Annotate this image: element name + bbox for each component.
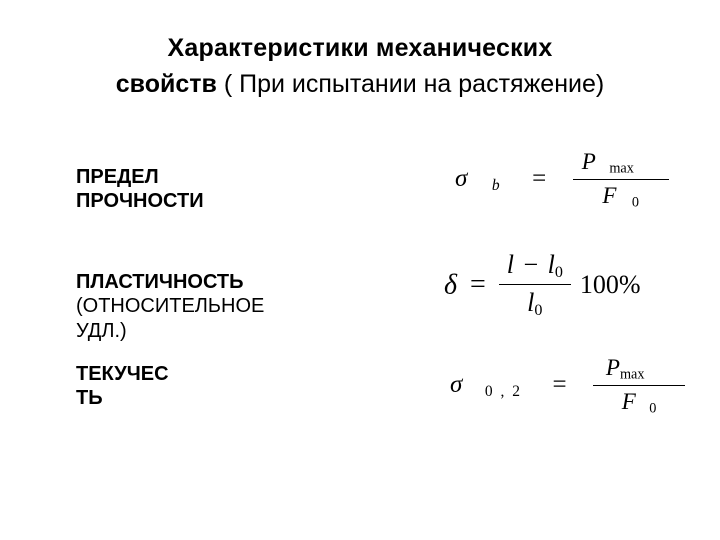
sigma-symbol: σ [455,165,469,192]
delta-symbol: δ [444,269,457,300]
label-plasticity: ПЛАСТИЧНОСТЬ (ОТНОСИТЕЛЬНОЕ УДЛ.) [76,270,264,343]
f-zero-subscript: 0 [632,194,639,210]
fraction-pmax-f0-2: Pmax F 0 [593,356,685,416]
label-yield-l2: ТЬ [76,387,103,409]
f-symbol: F [602,183,616,208]
l0-den-subscript: 0 [534,302,542,319]
slide: Характеристики механических свойств ( Пр… [0,0,720,540]
p-symbol-2: P [606,355,620,380]
l-symbol: l [507,250,514,279]
formula-plasticity: δ = l − l0 l0 100% [444,251,640,320]
label-plasticity-l1: ПЛАСТИЧНОСТЬ [76,271,243,293]
label-tensile-strength: ПРЕДЕЛ ПРОЧНОСТИ [76,165,204,214]
formula-yield-strength: σ 0 , 2 = Pmax F 0 [450,356,685,416]
equals-sign: = [532,165,548,192]
label-yield-l1: ТЕКУЧЕС [76,363,169,385]
fraction-pmax-f0: P max F 0 [573,150,669,210]
label-tensile-strength-l1: ПРЕДЕЛ [76,166,159,188]
title-line-1: Характеристики механических [0,34,720,63]
sigma-b-subscript: b [492,177,502,194]
slide-title: Характеристики механических свойств ( Пр… [0,34,720,99]
fraction-l-l0: l − l0 l0 [499,251,571,320]
formula-tensile-strength: σ b = P max F 0 [455,150,669,210]
hundred-percent: 100% [580,270,641,300]
sigma-symbol-2: σ [450,371,464,398]
title-line-2-rest: ( При испытании на растяжение) [217,70,604,98]
equals-sign: = [464,269,492,300]
f-symbol-2: F [622,389,636,414]
title-line-2-bold: свойств [116,70,217,98]
label-plasticity-l2: (ОТНОСИТЕЛЬНОЕ [76,295,264,317]
p-max-subscript: max [609,161,634,177]
p-symbol: P [582,149,596,174]
minus-sign: − [520,250,541,279]
label-yield: ТЕКУЧЕС ТЬ [76,362,169,411]
equals-sign: = [552,371,568,398]
p-max-subscript-2: max [620,367,645,383]
sigma-02-subscript: 0 , 2 [485,383,522,400]
f-zero-subscript-2: 0 [649,400,656,416]
label-tensile-strength-l2: ПРОЧНОСТИ [76,190,204,212]
l0-subscript: 0 [555,264,563,281]
title-line-2: свойств ( При испытании на растяжение) [0,70,720,99]
l0-symbol: l [548,250,555,279]
label-plasticity-l3: УДЛ.) [76,320,127,342]
